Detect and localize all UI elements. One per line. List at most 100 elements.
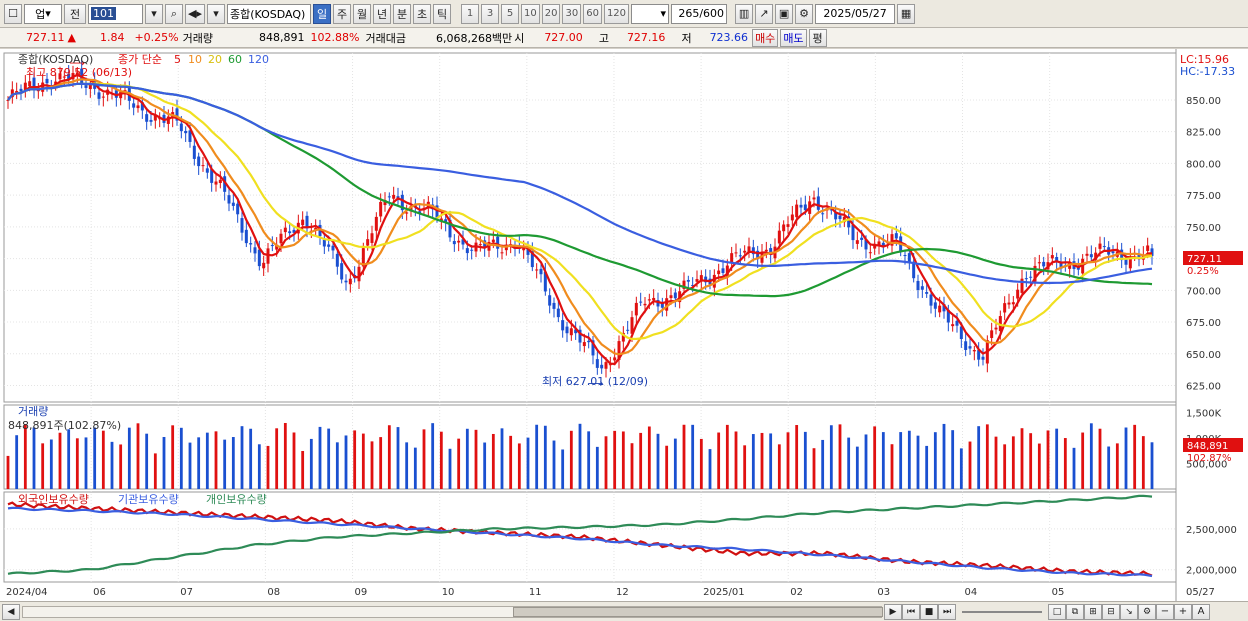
volume-bar: [1011, 436, 1015, 489]
holdings-line-2: [7, 494, 1153, 575]
candle-body: [747, 246, 751, 253]
date-value: 2025/05/27: [823, 7, 887, 20]
speaker-icon[interactable]: ◀▸: [185, 3, 205, 24]
volume-bar: [1081, 432, 1085, 489]
volume-bar: [630, 443, 634, 489]
dropdown-icon-2[interactable]: ▾: [207, 3, 225, 24]
x-tick-label: 11: [529, 587, 542, 598]
zoom-out-icon[interactable]: −: [1156, 603, 1174, 620]
volume-bar: [465, 428, 469, 489]
candle-body: [374, 216, 378, 231]
volume-bar: [717, 432, 721, 489]
zoom-slider[interactable]: [962, 610, 1042, 613]
tab-tick[interactable]: 틱: [433, 3, 451, 24]
candle-body: [405, 212, 409, 214]
prev-button[interactable]: 전: [64, 3, 86, 24]
last-icon[interactable]: ⏭: [938, 603, 956, 620]
tool-icon-5[interactable]: ↘: [1120, 603, 1138, 620]
candle-body: [465, 248, 469, 254]
high-value: 727.16: [626, 31, 666, 44]
volume-bar: [942, 423, 946, 489]
minute-10[interactable]: 10: [521, 3, 540, 24]
candle-body: [1050, 255, 1054, 259]
candle-body: [36, 90, 40, 92]
candle-body: [1102, 246, 1106, 248]
checkbox-icon[interactable]: ☐: [4, 3, 22, 24]
minute-3[interactable]: 3: [481, 3, 499, 24]
chart-svg[interactable]: ⟶⟶ 850.00825.00800.00775.00750.00725.007…: [0, 49, 1248, 601]
gear-icon[interactable]: ⚙: [795, 3, 814, 24]
scroll-left-icon[interactable]: ◀: [2, 603, 20, 620]
bottom-scrollbar[interactable]: ◀ ▶ ⏮ ■ ⏭ □ ⧉ ⊞ ⊟ ↘ ⚙ − + A: [0, 601, 1248, 621]
minute-5[interactable]: 5: [501, 3, 519, 24]
calendar-icon[interactable]: ▦: [897, 3, 916, 24]
candle-body: [890, 234, 894, 246]
interval-select[interactable]: ▾: [631, 3, 670, 24]
tool-icon-6[interactable]: ⚙: [1138, 603, 1156, 620]
tab-second[interactable]: 초: [413, 3, 431, 24]
candle-body: [526, 247, 530, 255]
count-max: /600: [699, 7, 725, 20]
candle-body: [990, 330, 994, 338]
scroll-thumb[interactable]: [513, 606, 883, 617]
tab-week[interactable]: 주: [333, 3, 351, 24]
scroll-track[interactable]: [22, 605, 883, 618]
save-icon[interactable]: ▣: [775, 3, 794, 24]
eval-button[interactable]: 평: [808, 28, 827, 47]
up-arrow-icon: ▲: [67, 31, 76, 44]
tab-year[interactable]: 년: [373, 3, 391, 24]
line-chart-icon[interactable]: ↗: [755, 3, 774, 24]
chart-area[interactable]: ⟶⟶ 850.00825.00800.00775.00750.00725.007…: [0, 49, 1248, 601]
tab-day[interactable]: 일: [313, 3, 331, 24]
scroll-right-icon[interactable]: ▶: [884, 603, 902, 620]
tab-month[interactable]: 월: [353, 3, 371, 24]
volume-bar: [743, 445, 747, 489]
tab-minute[interactable]: 분: [393, 3, 411, 24]
date-input[interactable]: 2025/05/27: [815, 3, 896, 24]
search-icon[interactable]: ⌕: [165, 3, 183, 24]
volume-bar: [725, 424, 729, 489]
candle-body: [604, 362, 608, 369]
candle-body: [933, 302, 937, 309]
dropdown-icon[interactable]: ▾: [145, 3, 163, 24]
minute-20[interactable]: 20: [541, 3, 561, 24]
candle-body: [97, 92, 101, 99]
candle-icon[interactable]: ▥: [735, 3, 754, 24]
tool-icon-3[interactable]: ⊞: [1084, 603, 1102, 620]
code-input[interactable]: 101: [88, 3, 143, 24]
candle-body: [283, 227, 287, 233]
candle-body: [595, 359, 599, 368]
sell-button[interactable]: 매도: [780, 28, 807, 47]
candle-body: [712, 274, 716, 288]
candle-body: [760, 252, 764, 263]
candle-body: [1029, 276, 1033, 278]
candle-body: [218, 179, 222, 183]
candle-body: [500, 252, 504, 254]
candle-body: [145, 114, 149, 122]
count-input[interactable]: 265/600: [671, 3, 728, 24]
zoom-in-icon[interactable]: +: [1174, 603, 1192, 620]
stop-icon[interactable]: ■: [920, 603, 938, 620]
volume-bar: [691, 424, 695, 489]
candle-body: [803, 204, 807, 211]
tool-icon-4[interactable]: ⊟: [1102, 603, 1120, 620]
candle-body: [652, 297, 656, 301]
minute-120[interactable]: 120: [603, 3, 630, 24]
tool-icon-1[interactable]: □: [1048, 603, 1066, 620]
volume-bar: [933, 432, 937, 489]
minute-30[interactable]: 30: [562, 3, 582, 24]
candle-body: [392, 194, 396, 199]
high-label: 고: [598, 31, 609, 45]
x-tick-label: 05/27: [1186, 587, 1215, 598]
volume-bar: [223, 439, 227, 489]
minute-60[interactable]: 60: [583, 3, 602, 24]
code-type-select[interactable]: 업 ▾: [24, 3, 62, 24]
font-icon[interactable]: A: [1192, 603, 1210, 620]
candle-body: [964, 341, 968, 350]
first-icon[interactable]: ⏮: [902, 603, 920, 620]
buy-button[interactable]: 매수: [752, 28, 779, 47]
y-tick-label: 825.00: [1186, 128, 1221, 139]
volume-bar: [387, 425, 391, 489]
minute-1[interactable]: 1: [461, 3, 479, 24]
tool-icon-2[interactable]: ⧉: [1066, 603, 1084, 620]
